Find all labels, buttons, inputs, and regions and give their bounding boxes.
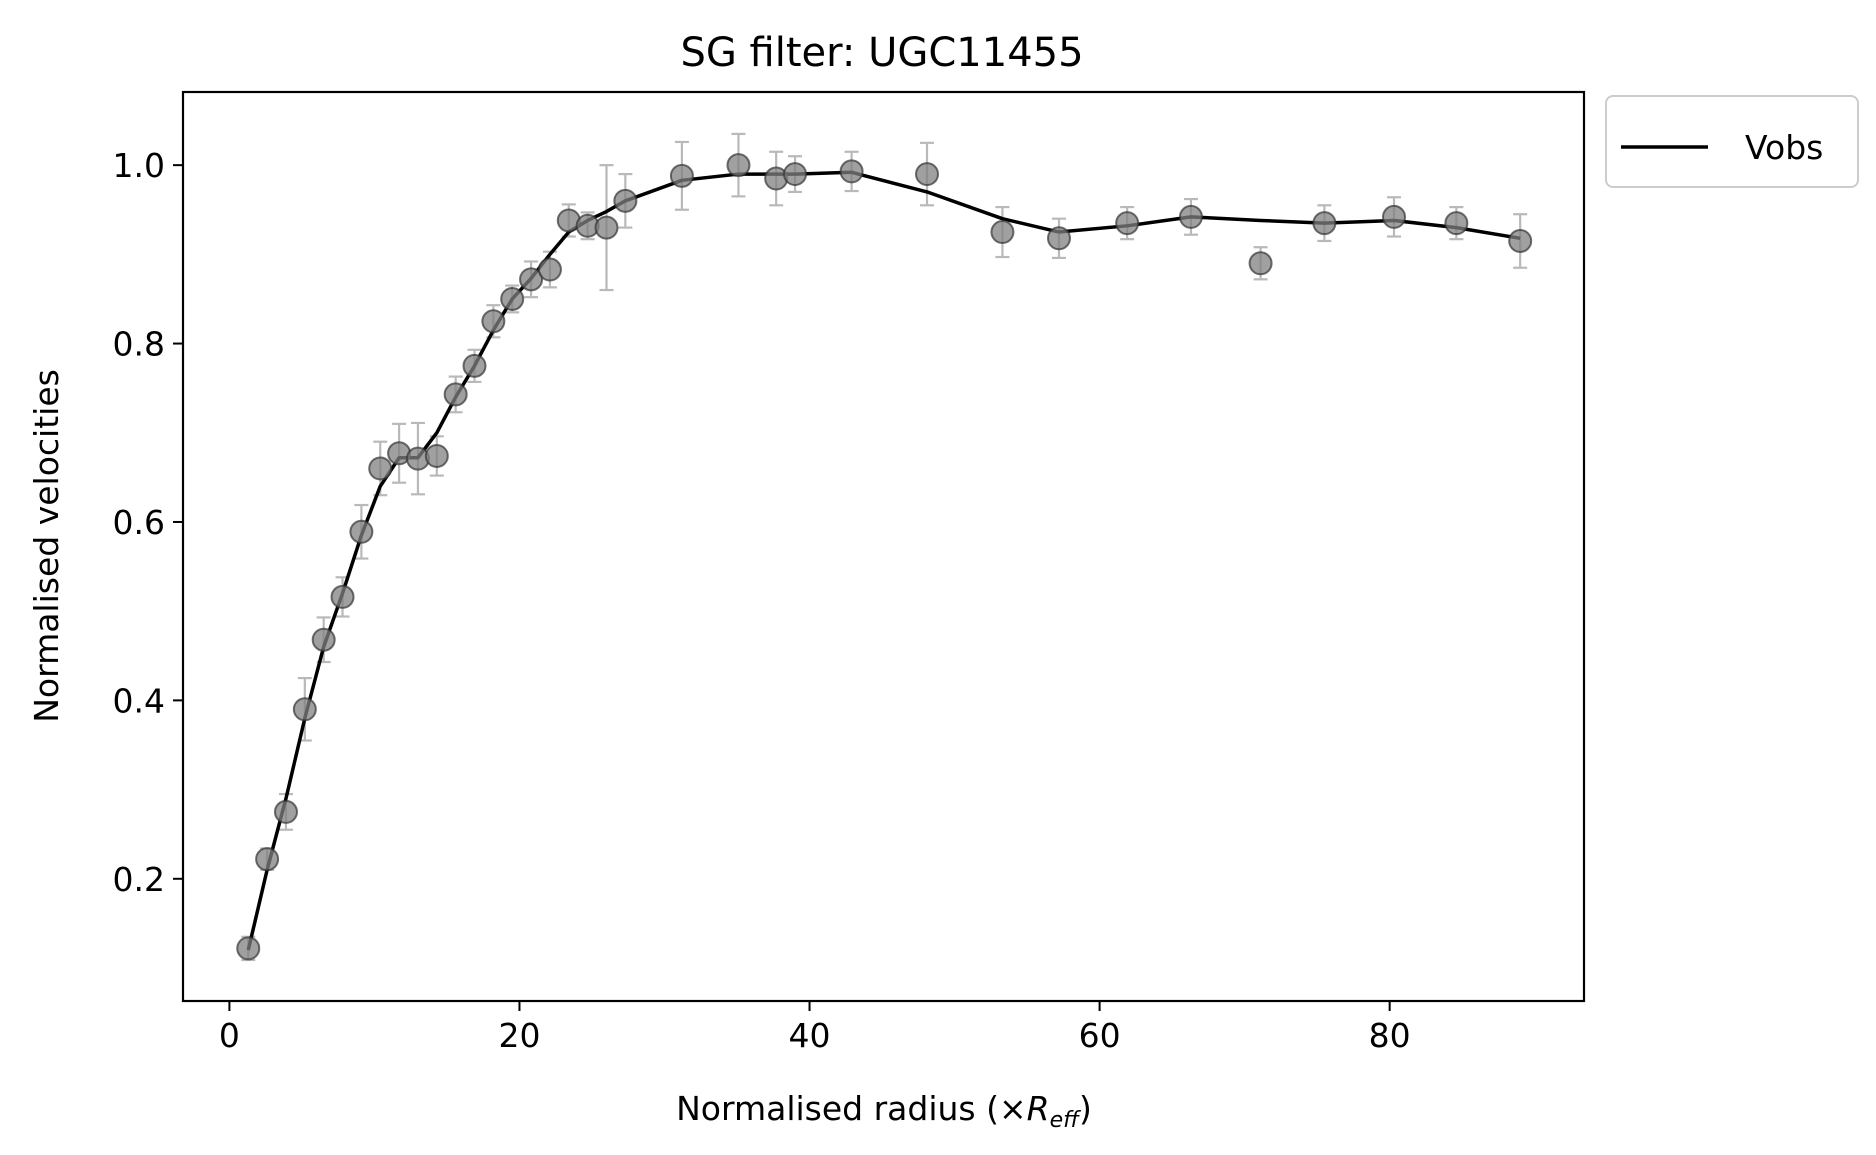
data-point: [292, 697, 317, 722]
data-point: [500, 286, 525, 311]
data-point: [1312, 211, 1337, 236]
data-point: [726, 153, 751, 178]
y-tick-label: 0.6: [113, 503, 165, 542]
plot-frame: [181, 90, 1586, 1003]
data-point: [1248, 251, 1273, 276]
data-point: [537, 257, 562, 282]
data-point: [462, 353, 487, 378]
x-tick-label: 20: [498, 1016, 540, 1055]
data-point: [349, 519, 374, 544]
x-axis-label-sub: eff: [1050, 1108, 1082, 1133]
x-axis-label: Normalised radius (×Reff): [676, 1089, 1092, 1133]
x-axis: 0 20 40 60 80: [219, 1001, 1411, 1055]
data-point: [236, 936, 261, 961]
plot-area: [181, 90, 1586, 1003]
y-axis-label: Normalised velocities: [27, 369, 66, 723]
data-point: [273, 799, 298, 824]
data-point: [368, 456, 393, 481]
data-point: [613, 188, 638, 213]
data-point: [481, 309, 506, 334]
data-point: [1508, 228, 1533, 253]
data-point: [783, 162, 808, 187]
data-point: [255, 847, 280, 872]
y-axis: 0.2 0.4 0.6 0.8 1.0: [113, 146, 183, 899]
x-tick-label: 80: [1369, 1016, 1411, 1055]
chart-title: SG filter: UGC11455: [680, 30, 1083, 76]
legend-item-label: Vobs: [1745, 128, 1823, 167]
data-point: [1382, 204, 1407, 229]
legend-box: [1605, 95, 1859, 188]
data-point: [424, 443, 449, 468]
data-point: [1444, 211, 1469, 236]
data-point: [915, 162, 940, 187]
data-point: [1178, 204, 1203, 229]
x-axis-label-suffix: ): [1079, 1089, 1092, 1128]
y-tick-label: 1.0: [113, 146, 165, 185]
data-point: [311, 627, 336, 652]
data-point: [519, 267, 544, 292]
data-point: [669, 163, 694, 188]
data-point: [443, 382, 468, 407]
x-tick-label: 0: [219, 1016, 240, 1055]
x-axis-label-var: R: [1027, 1089, 1050, 1128]
legend: Vobs: [1605, 95, 1859, 188]
y-tick-label: 0.8: [113, 325, 165, 364]
data-point: [594, 215, 619, 240]
y-tick-label: 0.4: [113, 681, 165, 720]
data-point: [1115, 211, 1140, 236]
y-tick-label: 0.2: [113, 860, 165, 899]
data-point: [330, 584, 355, 609]
data-point: [990, 220, 1015, 245]
x-tick-label: 40: [789, 1016, 831, 1055]
data-point: [839, 159, 864, 184]
x-tick-label: 60: [1079, 1016, 1121, 1055]
x-axis-label-prefix: Normalised radius (×: [676, 1089, 1027, 1128]
data-point: [1046, 226, 1071, 251]
points: [236, 153, 1533, 961]
